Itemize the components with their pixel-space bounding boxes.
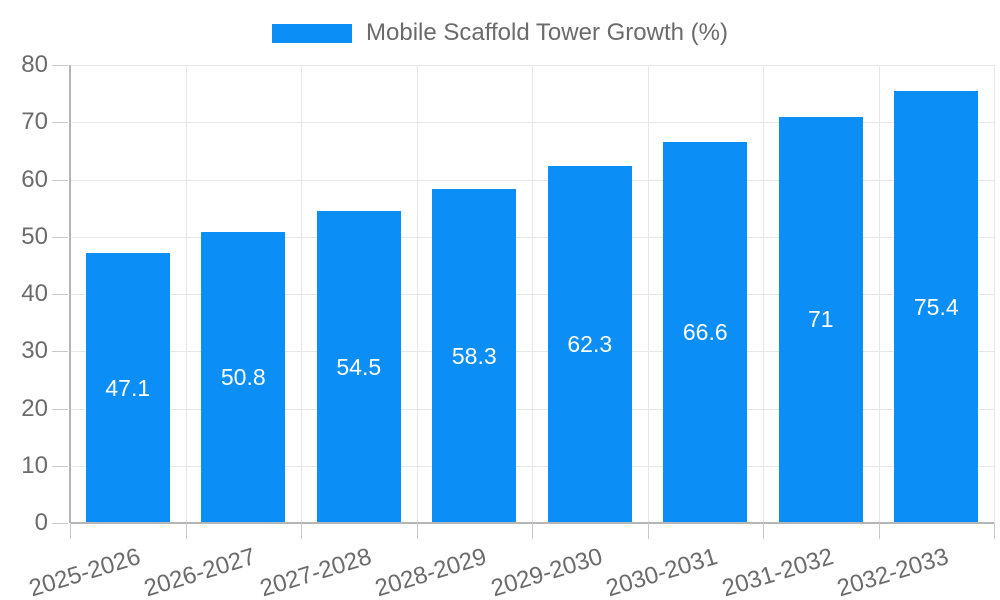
x-tick — [70, 523, 71, 539]
x-tick-label-2028-2029: 2028-2029 — [372, 543, 490, 600]
bar-value-label: 75.4 — [913, 293, 959, 320]
y-tick-label: 50 — [21, 222, 48, 250]
bar-2032-2033[interactable]: 75.4 — [894, 91, 979, 523]
y-tick — [52, 294, 68, 295]
bar-2027-2028[interactable]: 54.5 — [316, 211, 401, 523]
legend-label: Mobile Scaffold Tower Growth (%) — [366, 19, 728, 46]
bar-value-label: 50.8 — [220, 364, 266, 391]
x-gridline — [301, 65, 302, 523]
x-tick-label-2032-2033: 2032-2033 — [834, 543, 952, 600]
x-tick-label-2031-2032: 2031-2032 — [718, 543, 837, 600]
bar-2029-2030[interactable]: 62.3 — [547, 166, 632, 523]
y-tick-label: 20 — [21, 394, 48, 422]
x-tick — [763, 523, 764, 539]
x-gridline — [532, 65, 533, 523]
x-tick-label-2030-2031: 2030-2031 — [603, 543, 721, 600]
x-tick — [416, 523, 418, 539]
legend-swatch-icon — [272, 23, 353, 43]
y-tick — [52, 236, 68, 238]
y-tick-label: 60 — [21, 165, 48, 193]
x-tick-label-2029-2030: 2029-2030 — [487, 543, 606, 600]
x-gridline — [763, 65, 764, 523]
y-tick-label: 40 — [21, 280, 48, 307]
bar-2030-2031[interactable]: 66.6 — [663, 141, 748, 523]
x-tick — [301, 523, 302, 539]
x-tick-label-2025-2026: 2025-2026 — [25, 543, 144, 600]
y-tick-label: 10 — [21, 451, 48, 479]
plot-area: 47.1 50.8 54.5 58.3 62.3 66.6 71 75.4 — [69, 65, 995, 524]
y-tick — [52, 465, 68, 467]
bar-value-label: 66.6 — [682, 318, 728, 345]
x-tick — [532, 523, 533, 539]
bar-2028-2029[interactable]: 58.3 — [432, 189, 517, 523]
bar-value-label: 62.3 — [567, 331, 613, 358]
x-tick — [647, 523, 649, 539]
x-tick-label-2026-2027: 2026-2027 — [141, 543, 259, 600]
x-gridline — [994, 65, 995, 523]
y-tick-label: 70 — [21, 108, 48, 136]
bar-value-label: 47.1 — [105, 374, 151, 401]
y-axis-line — [69, 65, 71, 523]
x-tick — [185, 523, 187, 539]
chart-legend: Mobile Scaffold Tower Growth (%) — [0, 20, 1000, 46]
bar-2031-2032[interactable]: 71 — [778, 116, 863, 523]
y-tick-label: 30 — [21, 337, 48, 365]
y-tick-label: 0 — [34, 509, 48, 536]
y-tick — [52, 523, 68, 524]
bar-2025-2026[interactable]: 47.1 — [85, 253, 170, 523]
x-tick — [878, 523, 880, 539]
bar-value-label: 71 — [807, 306, 834, 333]
y-tick — [52, 122, 68, 124]
x-tick-label-2027-2028: 2027-2028 — [256, 543, 375, 600]
legend-item[interactable]: Mobile Scaffold Tower Growth (%) — [272, 20, 728, 46]
y-tick — [52, 179, 68, 181]
y-tick — [52, 351, 68, 353]
bar-2026-2027[interactable]: 50.8 — [201, 232, 286, 523]
y-tick — [52, 408, 68, 410]
bar-value-label: 54.5 — [336, 353, 382, 380]
x-gridline — [416, 65, 418, 523]
x-gridline — [878, 65, 880, 523]
y-tick — [52, 65, 68, 66]
x-tick — [994, 523, 995, 539]
x-gridline — [185, 65, 187, 523]
y-tick-label: 80 — [21, 51, 48, 78]
x-gridline — [647, 65, 649, 523]
bar-value-label: 58.3 — [451, 342, 497, 369]
